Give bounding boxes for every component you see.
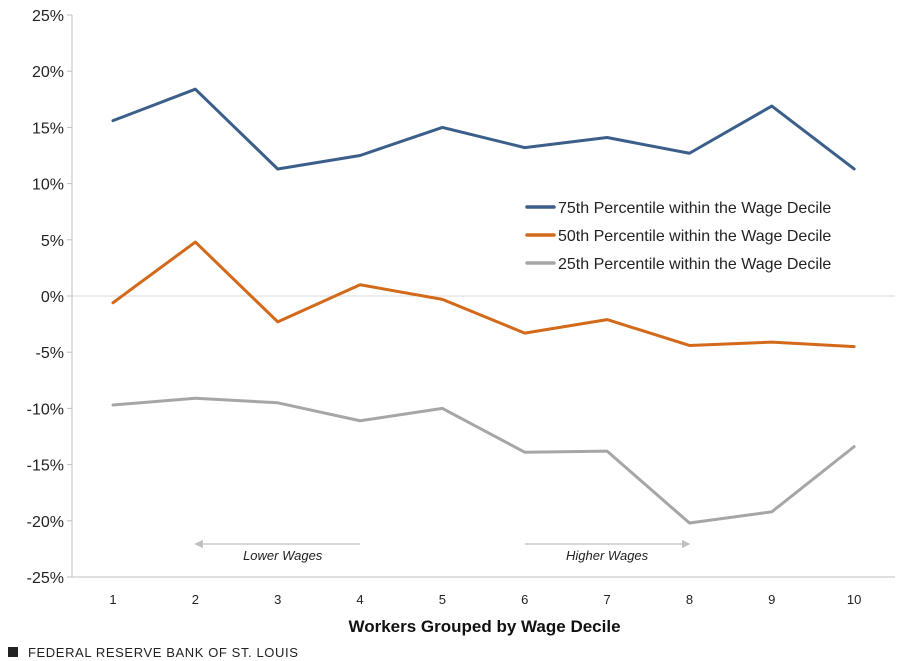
y-tick-label: 15%	[32, 120, 64, 137]
x-tick-label: 2	[192, 592, 199, 607]
y-tick-label: -10%	[27, 401, 64, 418]
legend-label: 75th Percentile within the Wage Decile	[558, 200, 831, 217]
legend: 75th Percentile within the Wage Decile 50…	[525, 200, 831, 273]
x-tick-label: 7	[603, 592, 610, 607]
y-tick-label: -20%	[27, 514, 64, 531]
legend-label: 25th Percentile within the Wage Decile	[558, 256, 831, 273]
y-axis-ticks: 25% 20% 15% 10% 5% 0% -5% -10% -15% -20% -25%	[27, 8, 72, 587]
series-line-3	[111, 396, 856, 525]
y-tick-label: 10%	[32, 177, 64, 194]
square-icon	[8, 647, 18, 657]
x-tick-label: 5	[439, 592, 446, 607]
y-tick-label: -15%	[27, 458, 64, 475]
x-tick-label: 9	[768, 592, 775, 607]
annotations: Lower Wages Higher Wages	[194, 539, 691, 563]
y-tick-label: 25%	[32, 8, 64, 25]
y-tick-label: -25%	[27, 570, 64, 587]
x-tick-label: 10	[847, 592, 861, 607]
x-tick-label: 3	[274, 592, 281, 607]
x-axis-label: Workers Grouped by Wage Decile	[348, 617, 620, 636]
annotation-label-1: Lower Wages	[243, 548, 323, 563]
series-line-1	[111, 87, 856, 171]
x-tick-label: 4	[356, 592, 363, 607]
series-line-2	[111, 240, 856, 349]
x-tick-label: 6	[521, 592, 528, 607]
x-tick-label: 1	[109, 592, 116, 607]
series-lines	[111, 87, 856, 525]
y-tick-label: 5%	[41, 233, 64, 250]
x-tick-label: 8	[686, 592, 693, 607]
y-tick-label: 0%	[41, 289, 64, 306]
y-tick-label: -5%	[36, 345, 64, 362]
y-tick-label: 20%	[32, 64, 64, 81]
x-axis-ticks: 1 2 3 4 5 6 7 8 9 10	[109, 592, 861, 607]
source-credit: FEDERAL RESERVE BANK OF ST. LOUIS	[28, 645, 298, 660]
legend-label: 50th Percentile within the Wage Decile	[558, 228, 831, 245]
annotation-label-2: Higher Wages	[566, 548, 649, 563]
